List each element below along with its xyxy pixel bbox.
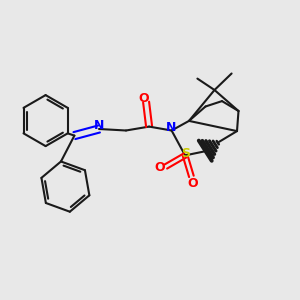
Text: S: S xyxy=(182,147,190,160)
Text: O: O xyxy=(188,177,198,190)
Text: O: O xyxy=(154,161,165,174)
Text: N: N xyxy=(166,121,176,134)
Text: N: N xyxy=(94,119,104,132)
Text: O: O xyxy=(138,92,149,106)
